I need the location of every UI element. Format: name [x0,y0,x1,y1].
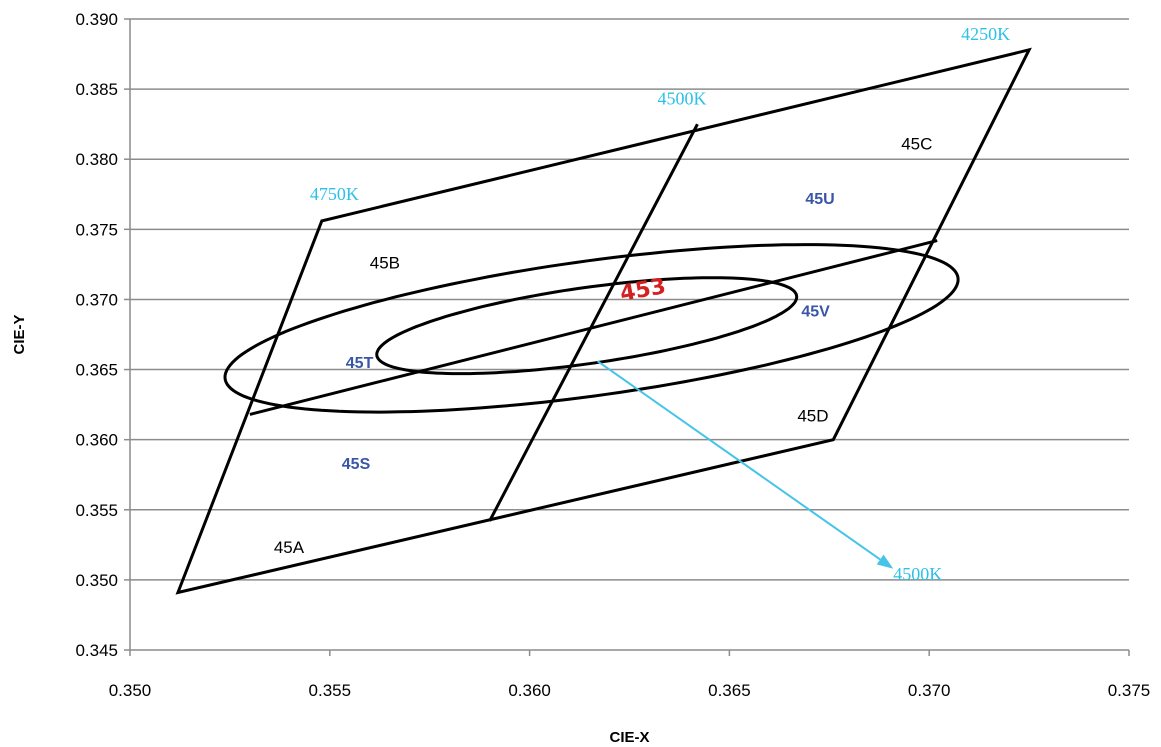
bin-label: 45S [342,456,371,473]
x-axis-title: CIE-X [609,729,649,746]
outer-ellipse [223,243,960,414]
y-tick-label: 0.380 [75,150,118,169]
y-tick-label: 0.385 [75,80,118,99]
axes [124,18,1130,656]
region-label: 45C [901,134,932,153]
y-tick-label: 0.350 [75,571,118,590]
y-tick-label: 0.355 [75,501,118,520]
bin-shapes [175,47,1032,595]
x-tick-labels: 0.350 0.355 0.360 0.365 0.370 0.375 [109,681,1151,700]
cct-label: 4500K [657,89,706,109]
x-tick-label: 0.355 [309,681,352,700]
cct-label: 4500K [893,564,942,584]
cct-label: 4750K [310,184,359,204]
y-axis-title: CIE-Y [11,314,28,354]
x-tick-label: 0.375 [1108,681,1151,700]
bin-label: 45T [346,355,374,372]
grid-lines [130,18,1129,581]
bin-label: 45U [805,191,834,208]
region-label: 45D [797,406,828,425]
arrow-head [876,554,894,569]
arrow-line [596,360,881,561]
y-tick-label: 0.375 [75,220,118,239]
divider-line [249,239,938,416]
bin-labels: 4250K 4500K 4750K 4500K 45A 45B 45C 45D 45S 45T 45… [274,24,1010,584]
region-label: 45B [370,254,400,273]
y-tick-label: 0.345 [75,641,118,660]
y-tick-label: 0.370 [75,290,118,309]
quadrangle-outline [175,47,1032,595]
region-label: 45A [274,538,305,557]
divider-line [488,123,699,522]
y-tick-label: 0.360 [75,431,118,450]
y-tick-label: 0.365 [75,361,118,380]
bin-label: 45V [801,303,830,320]
x-tick-label: 0.370 [908,681,951,700]
x-tick-label: 0.360 [508,681,551,700]
y-tick-labels: 0.345 0.350 0.355 0.360 0.365 0.370 0.375 0.380… [75,10,118,660]
center-bin-label: 453 [618,274,668,307]
inner-ellipse [375,276,799,376]
cct-label: 4250K [961,24,1010,44]
x-tick-label: 0.350 [109,681,152,700]
x-tick-label: 0.365 [708,681,751,700]
y-tick-label: 0.390 [75,10,118,29]
